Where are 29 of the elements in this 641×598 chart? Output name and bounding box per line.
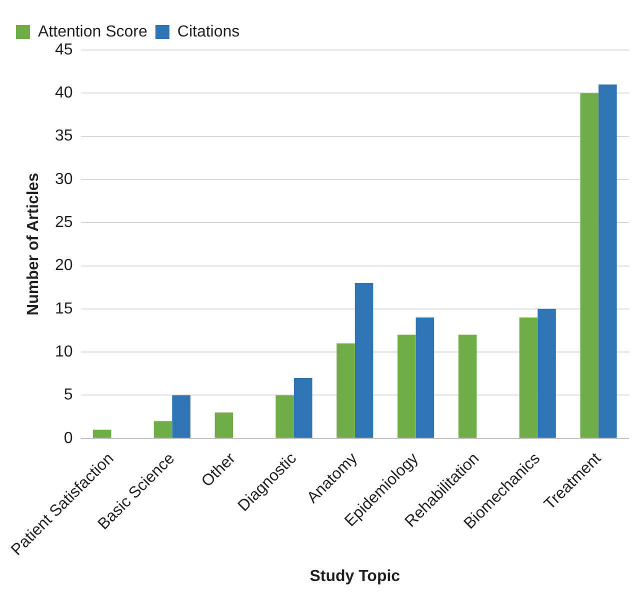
bar [336, 343, 355, 438]
y-tick-label: 40 [54, 84, 73, 102]
bar [294, 378, 312, 438]
y-tick-label: 45 [54, 41, 73, 58]
bar [598, 84, 617, 438]
bar [580, 93, 599, 438]
bar [276, 395, 294, 438]
y-tick-label: 35 [54, 128, 73, 145]
legend-label: Attention Score [38, 23, 148, 40]
y-tick-label: 5 [64, 386, 73, 404]
bar [354, 283, 374, 438]
legend-label: Citations [177, 23, 240, 40]
y-tick-label: 10 [54, 343, 73, 360]
bar [214, 412, 234, 438]
x-axis-title: Study Topic [310, 568, 400, 585]
y-tick-label: 30 [54, 170, 73, 188]
bar [416, 318, 434, 438]
bar [92, 430, 112, 438]
y-tick-label: 25 [54, 214, 73, 232]
y-tick-label: 20 [54, 257, 73, 274]
bar [519, 318, 538, 438]
bar [538, 308, 556, 438]
bar [458, 334, 477, 438]
y-tick-label: 0 [64, 430, 73, 447]
bar [398, 334, 416, 438]
bar [172, 395, 190, 438]
y-tick-label: 15 [54, 300, 73, 318]
y-axis-title: Number of Articles [24, 172, 42, 316]
bar [154, 421, 172, 438]
